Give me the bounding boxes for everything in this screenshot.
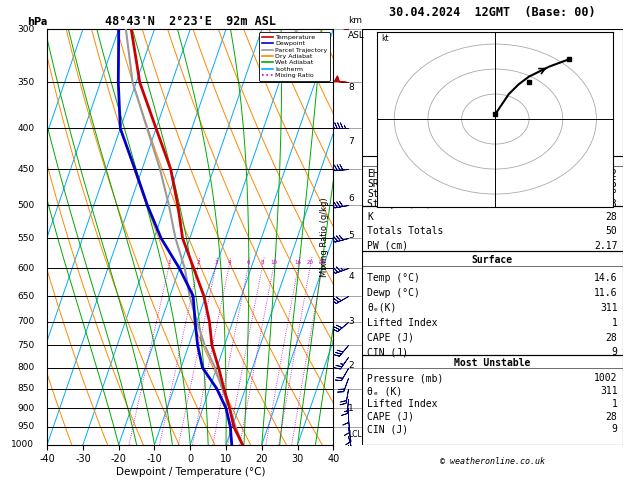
Text: 311: 311 [600,303,618,313]
Text: Lifted Index: Lifted Index [367,399,437,409]
Text: 950: 950 [17,422,35,432]
Text: CAPE (J): CAPE (J) [367,332,414,343]
Text: 50: 50 [606,226,618,237]
Text: CIN (J): CIN (J) [367,424,408,434]
Text: 1: 1 [611,318,618,328]
Text: 9: 9 [611,347,618,357]
Text: 11.6: 11.6 [594,288,618,298]
Text: 350: 350 [17,78,35,87]
Text: 14.6: 14.6 [594,273,618,283]
Text: 30.04.2024  12GMT  (Base: 00): 30.04.2024 12GMT (Base: 00) [389,6,596,19]
Text: 9: 9 [611,424,618,434]
Text: 311: 311 [600,386,618,396]
Text: 25: 25 [319,260,326,265]
Text: 4: 4 [228,260,231,265]
Text: 2.17: 2.17 [594,241,618,251]
Text: 146: 146 [600,179,618,189]
Text: 207°: 207° [594,189,618,199]
Text: 900: 900 [17,404,35,413]
Text: 8: 8 [348,83,354,92]
Title: 48°43'N  2°23'E  92m ASL: 48°43'N 2°23'E 92m ASL [105,15,276,28]
Text: © weatheronline.co.uk: © weatheronline.co.uk [440,457,545,466]
Text: 2: 2 [348,361,353,370]
Text: Surface: Surface [472,255,513,265]
Text: Pressure (mb): Pressure (mb) [367,373,443,383]
Text: 400: 400 [17,124,35,133]
Text: 6: 6 [348,194,354,203]
Text: StmSpd (kt): StmSpd (kt) [367,199,431,209]
Text: ASL: ASL [348,31,365,39]
Text: θₑ(K): θₑ(K) [367,303,396,313]
Text: 750: 750 [17,341,35,350]
Text: 33: 33 [606,199,618,209]
Text: 7: 7 [348,137,354,146]
Text: 28: 28 [606,412,618,422]
Text: EH: EH [367,169,379,179]
Legend: Temperature, Dewpoint, Parcel Trajectory, Dry Adiabat, Wet Adiabat, Isotherm, Mi: Temperature, Dewpoint, Parcel Trajectory… [259,32,330,81]
Text: 3: 3 [348,317,354,326]
Text: km: km [348,16,362,25]
Text: 550: 550 [17,234,35,243]
Text: K: K [367,212,373,222]
Text: 16: 16 [295,260,302,265]
Text: 2: 2 [196,260,200,265]
Text: 1002: 1002 [594,373,618,383]
Text: 450: 450 [17,165,35,174]
Text: Mixing Ratio (g/kg): Mixing Ratio (g/kg) [320,197,330,277]
Text: 20: 20 [307,260,314,265]
X-axis label: Dewpoint / Temperature (°C): Dewpoint / Temperature (°C) [116,467,265,477]
Text: kt: kt [381,34,388,43]
Text: 4: 4 [348,273,353,281]
Text: Temp (°C): Temp (°C) [367,273,420,283]
Text: Totals Totals: Totals Totals [367,226,443,237]
Text: hPa: hPa [27,17,48,27]
Text: 3: 3 [214,260,218,265]
Text: 600: 600 [17,264,35,273]
Text: SREH: SREH [367,179,391,189]
Text: PW (cm): PW (cm) [367,241,408,251]
Text: 28: 28 [606,332,618,343]
Text: 8: 8 [261,260,264,265]
Text: CIN (J): CIN (J) [367,347,408,357]
Text: 300: 300 [17,25,35,34]
Text: 700: 700 [17,317,35,326]
Text: Most Unstable: Most Unstable [454,358,530,368]
Text: 650: 650 [17,292,35,300]
Text: Dewp (°C): Dewp (°C) [367,288,420,298]
Text: 500: 500 [17,201,35,210]
Text: Lifted Index: Lifted Index [367,318,437,328]
Text: 1: 1 [611,399,618,409]
Text: θₑ (K): θₑ (K) [367,386,402,396]
Text: CAPE (J): CAPE (J) [367,412,414,422]
Text: 5: 5 [348,231,354,240]
Text: StmDir: StmDir [367,189,402,199]
Text: 800: 800 [17,363,35,372]
Text: 6: 6 [247,260,250,265]
Text: 10: 10 [270,260,277,265]
Text: 82: 82 [606,169,618,179]
Text: 1: 1 [348,404,354,413]
Text: LCL: LCL [348,430,362,439]
Text: 1000: 1000 [11,440,35,449]
Text: 1: 1 [167,260,171,265]
Text: 28: 28 [606,212,618,222]
Text: 850: 850 [17,384,35,393]
Text: Hodograph: Hodograph [465,156,519,166]
